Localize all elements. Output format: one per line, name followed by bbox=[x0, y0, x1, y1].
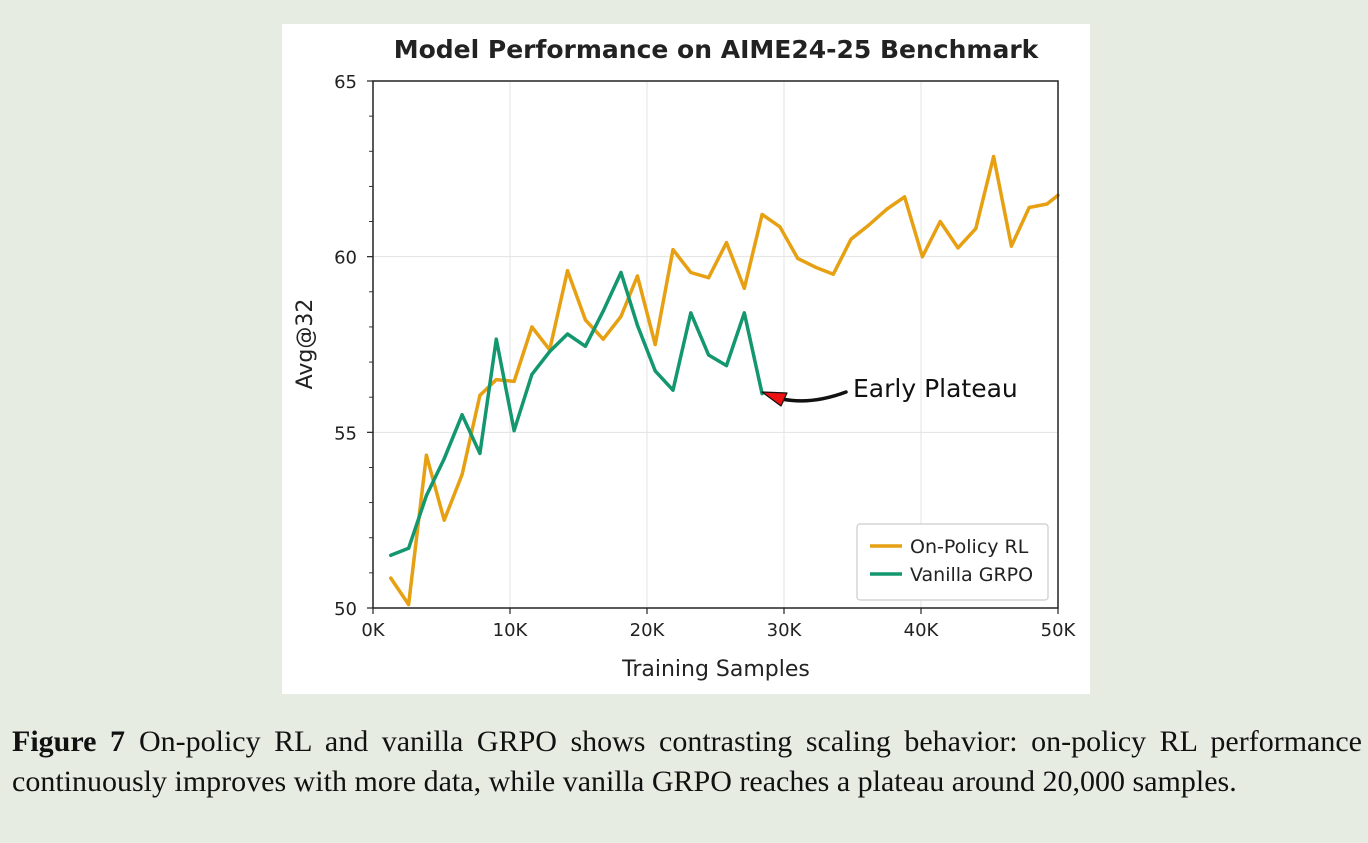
data-point-on-policy-rl bbox=[565, 269, 570, 273]
data-point-vanilla-grpo bbox=[530, 372, 534, 376]
data-point-on-policy-rl bbox=[992, 154, 996, 159]
data-point-vanilla-grpo bbox=[478, 451, 482, 456]
data-point-on-policy-rl bbox=[619, 314, 623, 318]
y-tick-label: 50 bbox=[334, 599, 357, 620]
data-point-on-policy-rl bbox=[653, 342, 657, 347]
y-tick-label: 65 bbox=[334, 72, 357, 93]
annotation-arrowhead-icon bbox=[761, 391, 788, 407]
data-point-on-policy-rl bbox=[920, 255, 924, 259]
data-point-vanilla-grpo bbox=[689, 311, 693, 315]
data-point-vanilla-grpo bbox=[653, 369, 657, 373]
data-point-on-policy-rl bbox=[956, 246, 960, 250]
x-axis: 0K 10K 20K 30K 40K 50K bbox=[361, 608, 1077, 641]
data-point-on-policy-rl bbox=[530, 325, 534, 329]
data-point-on-policy-rl bbox=[389, 576, 393, 580]
legend-label-vanilla-grpo: Vanilla GRPO bbox=[910, 564, 1033, 586]
data-point-vanilla-grpo bbox=[424, 493, 429, 498]
data-point-on-policy-rl bbox=[601, 337, 605, 341]
legend-label-on-policy-rl: On-Policy RL bbox=[910, 536, 1029, 558]
data-point-on-policy-rl bbox=[742, 286, 746, 290]
series-layer bbox=[389, 154, 1060, 607]
data-point-on-policy-rl bbox=[938, 219, 942, 224]
data-point-on-policy-rl bbox=[974, 226, 978, 231]
data-point-on-policy-rl bbox=[707, 276, 711, 280]
x-tick-label: 50K bbox=[1041, 620, 1077, 641]
x-tick-label: 0K bbox=[361, 620, 385, 641]
data-point-vanilla-grpo bbox=[442, 457, 446, 461]
data-point-on-policy-rl bbox=[512, 379, 516, 383]
data-point-vanilla-grpo bbox=[742, 311, 746, 315]
data-point-vanilla-grpo bbox=[619, 270, 623, 275]
caption-text: On-policy RL and vanilla GRPO shows cont… bbox=[12, 725, 1362, 798]
data-point-on-policy-rl bbox=[813, 265, 818, 269]
data-point-on-policy-rl bbox=[442, 518, 446, 522]
data-point-on-policy-rl bbox=[849, 237, 853, 241]
data-point-vanilla-grpo bbox=[671, 388, 675, 392]
x-tick-label: 20K bbox=[630, 620, 666, 641]
data-point-on-policy-rl bbox=[760, 212, 764, 217]
data-point-vanilla-grpo bbox=[635, 323, 640, 327]
data-point-on-policy-rl bbox=[583, 318, 587, 322]
data-point-on-policy-rl bbox=[778, 225, 782, 229]
figure-caption: Figure 7 On-policy RL and vanilla GRPO sh… bbox=[12, 722, 1362, 802]
annotation-early-plateau: Early Plateau bbox=[853, 374, 1018, 403]
data-point-vanilla-grpo bbox=[512, 428, 516, 433]
data-point-on-policy-rl bbox=[689, 270, 693, 275]
data-point-on-policy-rl bbox=[885, 207, 889, 211]
data-point-on-policy-rl bbox=[407, 602, 411, 607]
data-point-on-policy-rl bbox=[478, 393, 482, 398]
legend-box bbox=[856, 523, 1049, 601]
y-tick-label: 55 bbox=[334, 423, 357, 444]
data-point-vanilla-grpo bbox=[389, 553, 393, 557]
data-point-on-policy-rl bbox=[724, 241, 729, 245]
data-point-on-policy-rl bbox=[1045, 202, 1049, 206]
y-axis: 50 55 60 65 bbox=[334, 72, 373, 620]
data-point-on-policy-rl bbox=[460, 472, 464, 477]
data-point-vanilla-grpo bbox=[548, 349, 552, 354]
data-point-vanilla-grpo bbox=[707, 353, 711, 357]
y-tick-label: 60 bbox=[334, 248, 357, 269]
data-point-on-policy-rl bbox=[831, 272, 835, 276]
x-tick-label: 40K bbox=[904, 620, 940, 641]
x-axis-label: Training Samples bbox=[621, 657, 810, 682]
data-point-on-policy-rl bbox=[424, 453, 429, 457]
series-line-vanilla-grpo bbox=[389, 270, 764, 558]
data-point-on-policy-rl bbox=[494, 378, 498, 382]
x-tick-label: 30K bbox=[767, 620, 803, 641]
data-point-on-policy-rl bbox=[796, 256, 800, 261]
data-point-vanilla-grpo bbox=[601, 309, 605, 313]
data-point-vanilla-grpo bbox=[407, 546, 411, 550]
figure-panel: Model Performance on AIME24-25 Benchmark… bbox=[282, 24, 1090, 694]
data-point-vanilla-grpo bbox=[565, 332, 570, 336]
data-point-on-policy-rl bbox=[1027, 205, 1031, 210]
data-point-vanilla-grpo bbox=[583, 344, 587, 348]
y-axis-label: Avg@32 bbox=[293, 299, 318, 390]
data-point-vanilla-grpo bbox=[460, 413, 464, 417]
data-point-on-policy-rl bbox=[635, 274, 640, 278]
data-point-vanilla-grpo bbox=[724, 363, 729, 368]
caption-label: Figure 7 bbox=[12, 725, 125, 758]
data-point-vanilla-grpo bbox=[494, 337, 498, 341]
x-tick-label: 10K bbox=[493, 620, 529, 641]
line-chart: Model Performance on AIME24-25 Benchmark… bbox=[293, 35, 1077, 682]
data-point-on-policy-rl bbox=[671, 248, 675, 252]
annotation-layer: Early Plateau bbox=[761, 374, 1018, 407]
plot-frame bbox=[372, 80, 1059, 609]
data-point-on-policy-rl bbox=[867, 223, 871, 227]
legend: On-Policy RL Vanilla GRPO bbox=[856, 523, 1049, 601]
data-point-on-policy-rl bbox=[902, 195, 907, 199]
data-point-on-policy-rl bbox=[1009, 244, 1014, 248]
chart-title: Model Performance on AIME24-25 Benchmark bbox=[394, 35, 1040, 64]
annotation-arrow bbox=[780, 390, 848, 403]
